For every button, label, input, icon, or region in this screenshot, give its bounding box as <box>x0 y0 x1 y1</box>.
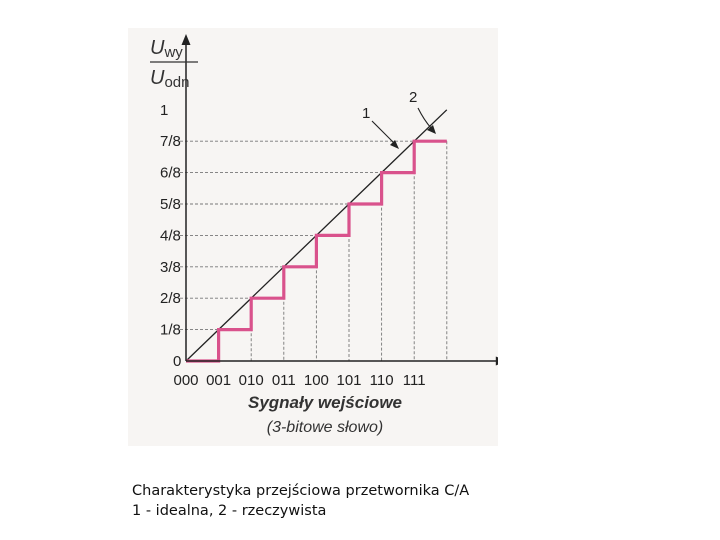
series-1-arrowhead <box>390 140 399 149</box>
annotations: 12 <box>362 89 436 149</box>
caption-line-2: 1 - idealna, 2 - rzeczywista <box>132 503 327 519</box>
y-axis-arrowhead <box>181 34 191 45</box>
x-tick-label: 010 <box>239 372 264 389</box>
y-label-num-main: U <box>150 37 165 59</box>
series-2-arrowhead <box>427 125 436 134</box>
y-tick-label: 6/8 <box>160 165 181 182</box>
y-tick-label: 7/8 <box>160 133 181 150</box>
x-tick-label: 011 <box>272 372 296 389</box>
x-axis-arrowhead <box>495 356 498 366</box>
x-tick-label: 110 <box>370 372 394 389</box>
axes <box>181 34 498 366</box>
series-1-arrow <box>371 120 397 146</box>
series-layer <box>185 109 448 363</box>
y-tick-label: 4/8 <box>160 227 181 244</box>
y-tick-label: 1 <box>160 102 168 119</box>
y-tick-label: 0 <box>173 353 181 370</box>
y-tick-label: 5/8 <box>160 196 181 213</box>
y-label-den-sub: odn <box>164 74 189 91</box>
real-staircase-line <box>186 139 447 363</box>
y-label-den-main: U <box>150 67 165 89</box>
y-tick-label: 1/8 <box>160 322 181 339</box>
caption-line-1: Charakterystyka przejściowa przetwornika… <box>132 483 470 499</box>
y-tick-label: 2/8 <box>160 290 181 307</box>
x-tick-label: 000 <box>173 372 198 389</box>
x-tick-label: 111 <box>403 372 426 389</box>
x-axis-title: Sygnały wejściowe <box>248 393 402 412</box>
x-tick-label: 101 <box>336 372 361 389</box>
series-2-arrow <box>417 107 434 131</box>
series-2-label: 2 <box>409 89 417 106</box>
x-axis-subtitle: (3-bitowe słowo) <box>267 419 383 436</box>
y-label-num-sub: wy <box>163 44 183 61</box>
y-tick-label: 3/8 <box>160 259 181 276</box>
y-axis-label-denominator: Uodn <box>150 67 189 91</box>
x-tick-label: 001 <box>206 372 231 389</box>
x-tick-label: 100 <box>304 372 329 389</box>
y-axis-label-numerator: Uwy <box>150 37 183 61</box>
figure-caption: Charakterystyka przejściowa przetwornika… <box>132 481 469 521</box>
series-1-label: 1 <box>362 105 370 122</box>
chart-figure: 0 1/8 2/8 3/8 4/8 5/8 6/8 7/8 1 000 001 010 011 100 10… <box>128 28 498 446</box>
